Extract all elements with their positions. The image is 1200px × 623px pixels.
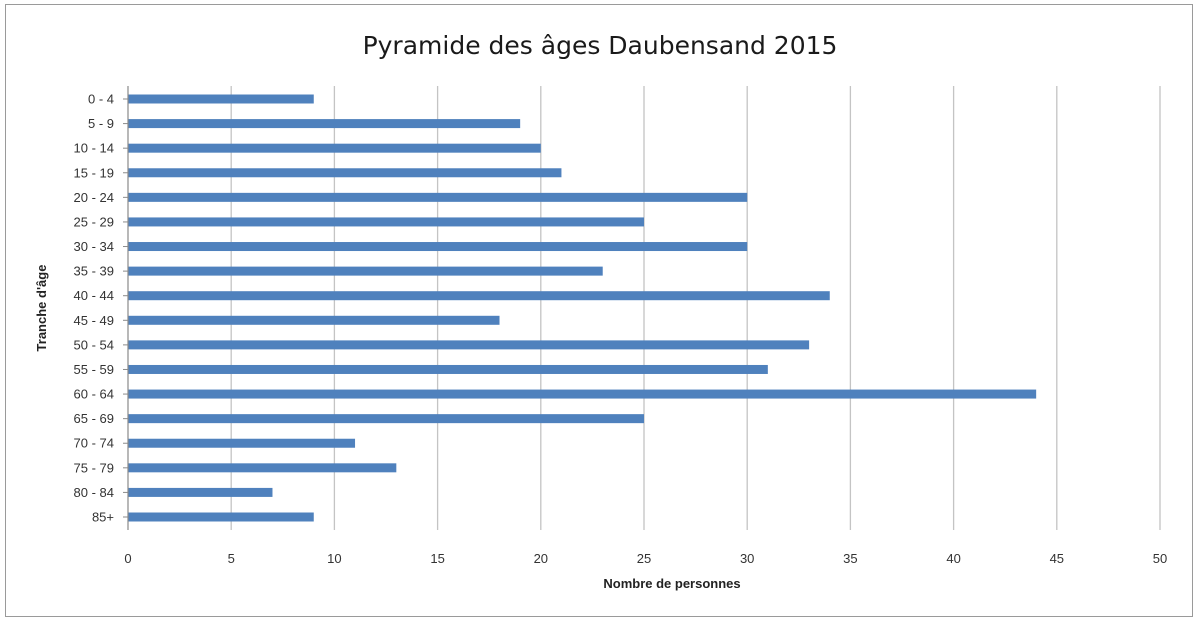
y-axis-label: Tranche d'âge <box>34 265 49 352</box>
bar <box>128 291 830 301</box>
bar <box>128 463 397 473</box>
y-tick-label: 20 - 24 <box>74 190 114 205</box>
bar <box>128 487 273 497</box>
bar <box>128 94 314 104</box>
y-tick-label: 5 - 9 <box>88 116 114 131</box>
y-tick-label: 85+ <box>92 510 114 525</box>
y-tick-label: 70 - 74 <box>74 436 114 451</box>
chart-title: Pyramide des âges Daubensand 2015 <box>362 31 838 60</box>
bar <box>128 414 644 424</box>
x-tick-label: 30 <box>740 551 754 566</box>
y-tick-labels: 0 - 4 5 - 9 10 - 14 15 - 19 20 - 24 25 - 29 30… <box>74 92 128 525</box>
y-tick-label: 30 - 34 <box>74 239 114 254</box>
y-tick-label: 10 - 14 <box>74 141 114 156</box>
bar <box>128 389 1037 399</box>
x-tick-label: 10 <box>327 551 341 566</box>
y-tick-label: 45 - 49 <box>74 313 114 328</box>
y-tick-label: 65 - 69 <box>74 411 114 426</box>
x-tick-label: 15 <box>430 551 444 566</box>
bar <box>128 438 356 448</box>
bar <box>128 266 603 276</box>
bar <box>128 340 810 350</box>
y-tick-label: 80 - 84 <box>74 485 114 500</box>
x-tick-label: 5 <box>228 551 235 566</box>
y-tick-label: 55 - 59 <box>74 362 114 377</box>
y-tick-label: 25 - 29 <box>74 214 114 229</box>
x-tick-label: 40 <box>946 551 960 566</box>
y-tick-label: 60 - 64 <box>74 387 114 402</box>
y-tick-label: 40 - 44 <box>74 288 114 303</box>
bar <box>128 192 748 202</box>
gridlines <box>230 86 1161 530</box>
bar <box>128 168 562 178</box>
x-tick-labels: 0 5 10 15 20 25 30 35 40 45 50 <box>124 551 1167 566</box>
x-axis-label: Nombre de personnes <box>603 576 740 591</box>
bar <box>128 119 521 129</box>
bar <box>128 364 768 374</box>
y-tick-label: 35 - 39 <box>74 264 114 279</box>
y-tick-label: 0 - 4 <box>88 92 114 107</box>
bar <box>128 512 314 522</box>
bar <box>128 217 644 227</box>
x-tick-label: 25 <box>637 551 651 566</box>
x-tick-label: 20 <box>534 551 548 566</box>
y-tick-label: 75 - 79 <box>74 460 114 475</box>
x-tick-label: 50 <box>1153 551 1167 566</box>
bar <box>128 143 541 153</box>
bars <box>128 94 1037 522</box>
bar <box>128 242 748 252</box>
y-tick-label: 15 - 19 <box>74 165 114 180</box>
y-tick-label: 50 - 54 <box>74 337 114 352</box>
x-tick-label: 0 <box>124 551 131 566</box>
x-tick-label: 35 <box>843 551 857 566</box>
x-tick-label: 45 <box>1050 551 1064 566</box>
bar <box>128 315 500 325</box>
